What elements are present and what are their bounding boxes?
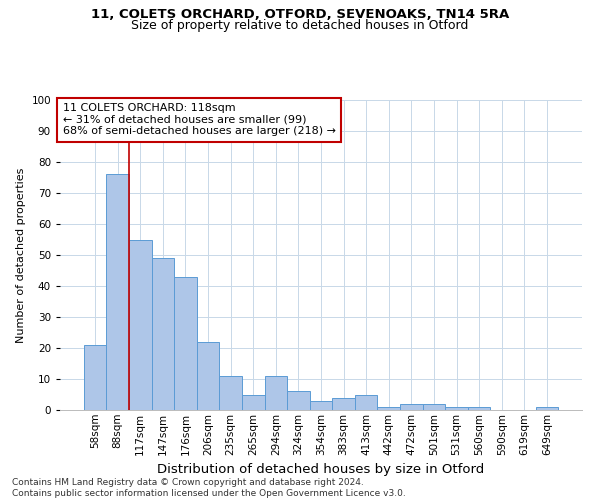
Text: 11 COLETS ORCHARD: 118sqm
← 31% of detached houses are smaller (99)
68% of semi-: 11 COLETS ORCHARD: 118sqm ← 31% of detac… bbox=[62, 103, 335, 136]
Bar bbox=[197, 342, 220, 410]
Bar bbox=[422, 404, 445, 410]
Bar bbox=[174, 276, 197, 410]
Bar bbox=[400, 404, 422, 410]
Bar bbox=[129, 240, 152, 410]
Bar bbox=[84, 345, 106, 410]
Bar bbox=[287, 392, 310, 410]
Bar bbox=[377, 407, 400, 410]
Text: Contains HM Land Registry data © Crown copyright and database right 2024.
Contai: Contains HM Land Registry data © Crown c… bbox=[12, 478, 406, 498]
Y-axis label: Number of detached properties: Number of detached properties bbox=[16, 168, 26, 342]
Text: 11, COLETS ORCHARD, OTFORD, SEVENOAKS, TN14 5RA: 11, COLETS ORCHARD, OTFORD, SEVENOAKS, T… bbox=[91, 8, 509, 20]
Bar bbox=[265, 376, 287, 410]
Bar bbox=[468, 407, 490, 410]
Text: Size of property relative to detached houses in Otford: Size of property relative to detached ho… bbox=[131, 18, 469, 32]
Bar bbox=[355, 394, 377, 410]
Bar bbox=[310, 400, 332, 410]
Bar bbox=[152, 258, 174, 410]
Bar bbox=[445, 407, 468, 410]
Bar bbox=[242, 394, 265, 410]
X-axis label: Distribution of detached houses by size in Otford: Distribution of detached houses by size … bbox=[157, 463, 485, 476]
Bar bbox=[220, 376, 242, 410]
Bar bbox=[332, 398, 355, 410]
Bar bbox=[106, 174, 129, 410]
Bar bbox=[536, 407, 558, 410]
